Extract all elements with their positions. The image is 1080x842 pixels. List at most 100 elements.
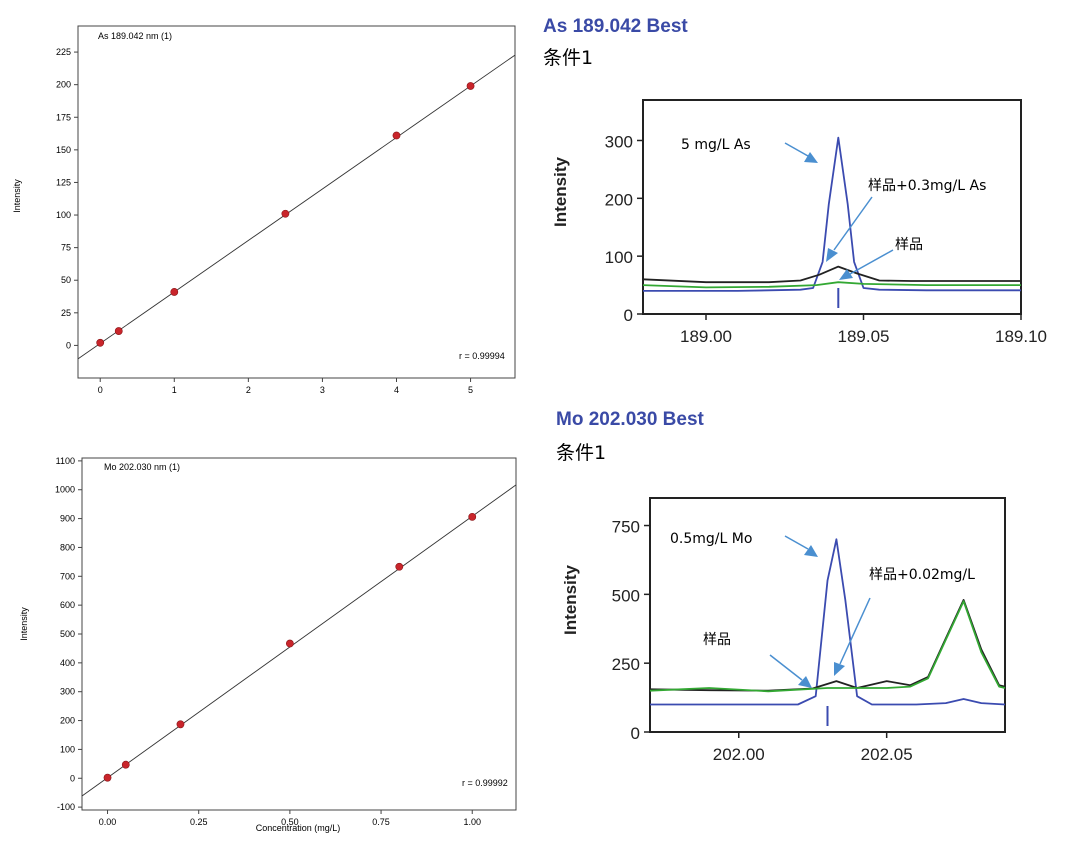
- calibration-as-x-tick-label: 1: [172, 385, 177, 395]
- spectrum-as-annotation-sample: 样品: [895, 237, 923, 253]
- calibration-as-fit-line: [77, 54, 516, 360]
- spectrum-mo-y-tick-label: 0: [631, 724, 640, 743]
- spectrum-mo-arrows: [769, 535, 871, 688]
- calibration-mo-data-point: [176, 720, 185, 729]
- spectrum-as-x-tick-label: 189.00: [680, 327, 732, 346]
- spectrum-mo-y-tick-label: 750: [612, 518, 640, 537]
- spectrum-as-arrow-std: [784, 142, 809, 157]
- calibration-as-y-tick-label: 25: [61, 308, 71, 318]
- calibration-mo-data-point: [103, 773, 112, 782]
- calibration-mo-x-tick-label: 0.00: [99, 817, 117, 827]
- calibration-as-data-point: [466, 82, 475, 90]
- spectrum-mo-series-line: [649, 600, 1006, 693]
- calibration-mo-y-label: Intensity: [19, 607, 29, 641]
- calibration-as-data-point: [170, 288, 179, 296]
- spectrum-mo-y-label: Intensity: [561, 565, 580, 635]
- calibration-as-y-label: Intensity: [12, 179, 22, 213]
- calibration-mo-data-point: [395, 562, 404, 571]
- calibration-as-title: As 189.042 nm (1): [98, 31, 172, 41]
- spectrum-mo-annotation-sample: 样品: [703, 632, 731, 648]
- spectrum-as-x-tick-label: 189.05: [838, 327, 890, 346]
- spectrum-mo-arrow-spike: [839, 597, 871, 665]
- spectrum-mo-series-line: [650, 538, 1006, 706]
- calibration-as-data-point: [114, 327, 123, 335]
- calibration-mo-title: Mo 202.030 nm (1): [104, 462, 180, 472]
- spectrum-as-series-line: [642, 281, 1021, 289]
- spectrum-mo-arrow-sample: [769, 654, 803, 681]
- calibration-as-data-point: [281, 209, 290, 218]
- calibration-mo-y-tick-label: 800: [60, 542, 75, 552]
- calibration-mo-x-tick-label: 1.00: [463, 817, 481, 827]
- calibration-as-y-tick-label: 225: [56, 47, 71, 57]
- spectrum-as-x-tick-label: 189.10: [995, 327, 1047, 346]
- calibration-as-y-tick-label: 125: [56, 177, 71, 187]
- spectrum-mo-x-tick-label: 202.00: [713, 745, 765, 764]
- spectrum-as-arrowhead-sample: [839, 269, 853, 280]
- calibration-as-plot-frame: [77, 25, 516, 379]
- calibration-mo-fit-line: [81, 484, 517, 797]
- calibration-mo-y-tick-label: 900: [60, 514, 75, 524]
- spectrum-mo-annotation-spike: 样品+0.02mg/L: [869, 567, 975, 583]
- calibration-mo-data-point: [285, 639, 294, 648]
- spectrum-as-arrow-spike: [833, 196, 873, 251]
- calibration-as-x-tick-label: 3: [320, 385, 325, 395]
- calibration-as-data-point: [392, 131, 401, 140]
- calibration-mo-x-tick-label: 0.75: [372, 817, 390, 827]
- calibration-chart-mo: Mo 202.030 nm (1) r = 0.99992 Intensity …: [19, 456, 517, 833]
- calibration-as-y-tick-label: 100: [56, 210, 71, 220]
- calibration-as-y-tick-label: 0: [66, 340, 71, 350]
- calibration-as-y-tick-label: 175: [56, 112, 71, 122]
- spectrum-as-y-tick-label: 300: [605, 132, 633, 151]
- calibration-mo-data-point: [121, 760, 130, 769]
- spectrum-as-series-line: [643, 136, 1021, 292]
- spectrum-mo-plot-frame: [649, 497, 1006, 733]
- spectrum-as-condition: 条件1: [543, 47, 593, 69]
- calibration-mo-y-tick-label: 200: [60, 716, 75, 726]
- spectrum-as-arrowhead-std: [804, 152, 818, 163]
- spectrum-as-annotation-std: 5 mg/L As: [681, 137, 751, 153]
- calibration-mo-r-value: r = 0.99992: [462, 778, 508, 788]
- spectrum-as-arrow-sample: [849, 249, 894, 275]
- spectrum-as-y-label: Intensity: [551, 157, 570, 227]
- calibration-as-y-tick-label: 200: [56, 80, 71, 90]
- calibration-as-y-tick-label: 150: [56, 145, 71, 155]
- calibration-as-x-tick-label: 2: [246, 385, 251, 395]
- spectrum-mo-arrowhead-std: [804, 545, 818, 557]
- spectrum-as-y-tick-label: 0: [624, 306, 633, 325]
- spectrum-as-annotation-spike: 样品+0.3mg/L As: [868, 178, 986, 194]
- spectrum-mo-y-tick-label: 250: [612, 655, 640, 674]
- spectrum-as-title: As 189.042 Best: [543, 16, 688, 37]
- spectrum-as-y-tick-label: 200: [605, 190, 633, 209]
- spectrum-mo-annotation-std: 0.5mg/L Mo: [670, 531, 752, 547]
- calibration-mo-x-tick-label: 0.25: [190, 817, 208, 827]
- calibration-mo-y-tick-label: 1000: [55, 485, 75, 495]
- calibration-mo-x-label: Concentration (mg/L): [256, 823, 341, 833]
- spectrum-as-arrows: [784, 142, 894, 280]
- calibration-chart-as: As 189.042 nm (1) r = 0.99994 Intensity …: [12, 25, 516, 395]
- spectrum-mo-arrow-std: [784, 535, 809, 550]
- spectrum-as-y-tick-label: 100: [605, 248, 633, 267]
- calibration-mo-data-point: [468, 512, 477, 521]
- spectrum-mo-y-tick-label: 500: [612, 586, 640, 605]
- calibration-as-r-value: r = 0.99994: [459, 351, 505, 361]
- calibration-as-x-tick-label: 0: [98, 385, 103, 395]
- calibration-as-x-tick-label: 5: [468, 385, 473, 395]
- calibration-mo-y-tick-label: -100: [57, 802, 75, 812]
- spectrum-as-arrowhead-spike: [826, 248, 838, 262]
- calibration-mo-y-tick-label: 500: [60, 629, 75, 639]
- calibration-mo-y-tick-label: 0: [70, 773, 75, 783]
- calibration-mo-y-tick-label: 400: [60, 658, 75, 668]
- spectrum-as-series-line: [642, 265, 1021, 284]
- spectrum-mo-condition: 条件1: [556, 442, 606, 464]
- spectrum-mo-arrowhead-spike: [834, 662, 845, 676]
- spectrum-mo-arrowhead-sample: [798, 676, 812, 688]
- spectrum-mo-x-tick-label: 202.05: [861, 745, 913, 764]
- calibration-mo-y-tick-label: 600: [60, 600, 75, 610]
- calibration-mo-plot-frame: [81, 457, 517, 811]
- calibration-as-y-tick-label: 50: [61, 275, 71, 285]
- calibration-mo-y-tick-label: 100: [60, 744, 75, 754]
- calibration-as-y-tick-label: 75: [61, 243, 71, 253]
- calibration-mo-y-tick-label: 1100: [56, 456, 75, 466]
- spectrum-chart-mo: Mo 202.030 Best 条件1 Intensity 0 250 500 750…: [556, 409, 1006, 764]
